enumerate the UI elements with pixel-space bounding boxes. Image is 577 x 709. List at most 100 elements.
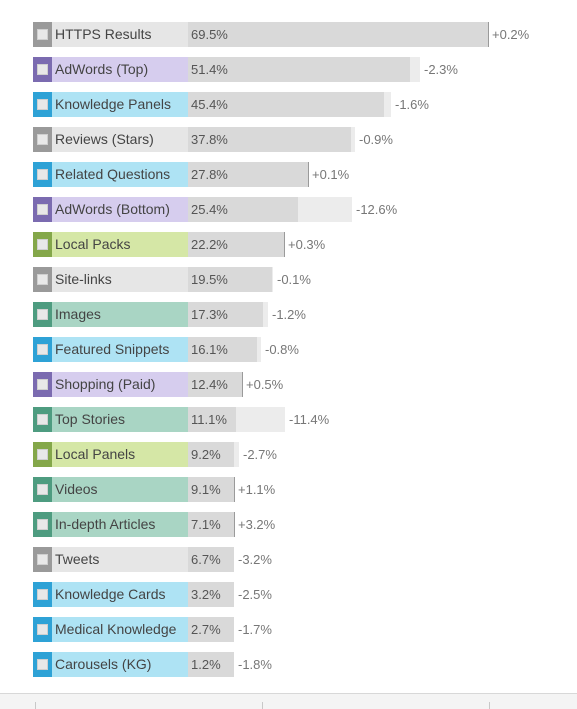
series-toggle-checkbox[interactable] [33, 652, 52, 677]
series-toggle-checkbox[interactable] [33, 92, 52, 117]
series-toggle-checkbox[interactable] [33, 372, 52, 397]
bar-row[interactable]: Top Stories 11.1% -11.4% [33, 407, 573, 432]
bar-change-label: -0.8% [265, 342, 299, 357]
bar-label: Related Questions [52, 162, 188, 187]
series-toggle-checkbox[interactable] [33, 302, 52, 327]
bar-row[interactable]: Knowledge Cards 3.2% -2.5% [33, 582, 573, 607]
bar-row[interactable]: AdWords (Top) 51.4% -2.3% [33, 57, 573, 82]
bar-label: AdWords (Bottom) [52, 197, 188, 222]
bar-row[interactable]: Local Panels 9.2% -2.7% [33, 442, 573, 467]
series-toggle-checkbox[interactable] [33, 232, 52, 257]
checkbox-icon [37, 134, 48, 145]
bar-row[interactable]: Shopping (Paid) 12.4% +0.5% [33, 372, 573, 397]
series-toggle-checkbox[interactable] [33, 442, 52, 467]
bar-label: Site-links [52, 267, 188, 292]
checkbox-icon [37, 99, 48, 110]
bar-label: Knowledge Panels [52, 92, 188, 117]
bar-row[interactable]: HTTPS Results 69.5% +0.2% [33, 22, 573, 47]
series-toggle-checkbox[interactable] [33, 22, 52, 47]
checkbox-icon [37, 169, 48, 180]
series-toggle-checkbox[interactable] [33, 162, 52, 187]
bar-label: Shopping (Paid) [52, 372, 188, 397]
bar-change-label: +0.1% [312, 167, 350, 182]
bar-value-label: 27.8% [191, 167, 228, 182]
series-toggle-checkbox[interactable] [33, 337, 52, 362]
bar-value-label: 7.1% [191, 517, 221, 532]
bar-change-label: -2.5% [238, 587, 272, 602]
footer-tick [35, 702, 36, 709]
series-toggle-checkbox[interactable] [33, 512, 52, 537]
bar [188, 232, 285, 257]
bar [188, 372, 243, 397]
bar-change-label: +1.1% [238, 482, 276, 497]
checkbox-icon [37, 414, 48, 425]
bar-change-label: -0.1% [277, 272, 311, 287]
bar-label: Videos [52, 477, 188, 502]
series-toggle-checkbox[interactable] [33, 477, 52, 502]
bar-value-label: 6.7% [191, 552, 221, 567]
series-toggle-checkbox[interactable] [33, 57, 52, 82]
series-toggle-checkbox[interactable] [33, 197, 52, 222]
bar-value-label: 25.4% [191, 202, 228, 217]
checkbox-icon [37, 64, 48, 75]
bar-change-label: -1.8% [238, 657, 272, 672]
bar-row[interactable]: Reviews (Stars) 37.8% -0.9% [33, 127, 573, 152]
bar [188, 512, 235, 537]
footer-tick [262, 702, 263, 709]
series-toggle-checkbox[interactable] [33, 582, 52, 607]
bar-row[interactable]: In-depth Articles 7.1% +3.2% [33, 512, 573, 537]
bar-value-label: 69.5% [191, 27, 228, 42]
bar-value-label: 17.3% [191, 307, 228, 322]
bar-row[interactable]: Medical Knowledge 2.7% -1.7% [33, 617, 573, 642]
bar-label: Local Packs [52, 232, 188, 257]
bar-label: Medical Knowledge [52, 617, 188, 642]
series-toggle-checkbox[interactable] [33, 407, 52, 432]
checkbox-icon [37, 659, 48, 670]
bar-value-label: 16.1% [191, 342, 228, 357]
bar-value-label: 12.4% [191, 377, 228, 392]
bar-value-label: 19.5% [191, 272, 228, 287]
bar-value-label: 11.1% [191, 412, 227, 427]
bar-value-label: 9.2% [191, 447, 221, 462]
bar-row[interactable]: Carousels (KG) 1.2% -1.8% [33, 652, 573, 677]
bar-change-label: +3.2% [238, 517, 276, 532]
bar-row[interactable]: AdWords (Bottom) 25.4% -12.6% [33, 197, 573, 222]
bar-row[interactable]: Related Questions 27.8% +0.1% [33, 162, 573, 187]
bar-row[interactable]: Tweets 6.7% -3.2% [33, 547, 573, 572]
bar-row[interactable]: Videos 9.1% +1.1% [33, 477, 573, 502]
series-toggle-checkbox[interactable] [33, 547, 52, 572]
checkbox-icon [37, 484, 48, 495]
bar-change-label: -1.6% [395, 97, 429, 112]
bar-change-label: -2.7% [243, 447, 277, 462]
bar [188, 197, 298, 222]
bar-label: Tweets [52, 547, 188, 572]
series-toggle-checkbox[interactable] [33, 127, 52, 152]
bar-row[interactable]: Images 17.3% -1.2% [33, 302, 573, 327]
bar-label: Top Stories [52, 407, 188, 432]
bar-label: Local Panels [52, 442, 188, 467]
bar-row[interactable]: Site-links 19.5% -0.1% [33, 267, 573, 292]
checkbox-icon [37, 624, 48, 635]
bar-row[interactable]: Local Packs 22.2% +0.3% [33, 232, 573, 257]
checkbox-icon [37, 449, 48, 460]
bar-label: Images [52, 302, 188, 327]
bar-value-label: 37.8% [191, 132, 228, 147]
bar-change-label: +0.2% [492, 27, 530, 42]
bar [188, 22, 489, 47]
bar-row[interactable]: Featured Snippets 16.1% -0.8% [33, 337, 573, 362]
bar-label: Knowledge Cards [52, 582, 188, 607]
bar-label: AdWords (Top) [52, 57, 188, 82]
checkbox-icon [37, 379, 48, 390]
series-toggle-checkbox[interactable] [33, 617, 52, 642]
checkbox-icon [37, 519, 48, 530]
bar [188, 57, 410, 82]
bar-change-label: -0.9% [359, 132, 393, 147]
bar-row[interactable]: Knowledge Panels 45.4% -1.6% [33, 92, 573, 117]
bar-value-label: 2.7% [191, 622, 221, 637]
bar-change-label: +0.3% [288, 237, 326, 252]
bar [188, 407, 236, 432]
bar [188, 582, 234, 607]
bar [188, 267, 272, 292]
feature-bar-chart: HTTPS Results 69.5% +0.2% AdWords (Top) 51.4… [33, 22, 573, 677]
series-toggle-checkbox[interactable] [33, 267, 52, 292]
